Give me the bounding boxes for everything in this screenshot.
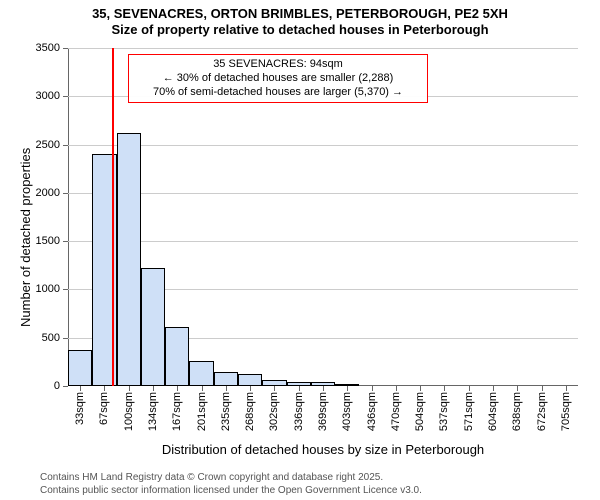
histogram-bar <box>238 374 262 386</box>
x-tick-label: 67sqm <box>98 386 110 425</box>
chart-title-line2: Size of property relative to detached ho… <box>0 22 600 38</box>
grid-line <box>68 241 578 242</box>
histogram-bar <box>117 133 141 386</box>
annotation-line: ← 30% of detached houses are smaller (2,… <box>133 72 423 86</box>
x-tick-label: 167sqm <box>171 386 183 431</box>
y-tick-label: 1000 <box>36 283 68 295</box>
x-tick-label: 504sqm <box>414 386 426 431</box>
x-tick-label: 436sqm <box>366 386 378 431</box>
x-tick-label: 100sqm <box>123 386 135 431</box>
x-tick-label: 302sqm <box>268 386 280 431</box>
y-tick-label: 500 <box>42 332 68 344</box>
annotation-line: 70% of semi-detached houses are larger (… <box>133 86 423 100</box>
x-tick-label: 571sqm <box>463 386 475 431</box>
grid-line <box>68 193 578 194</box>
x-tick-label: 134sqm <box>147 386 159 431</box>
annotation-box: 35 SEVENACRES: 94sqm← 30% of detached ho… <box>128 54 428 103</box>
x-tick-label: 604sqm <box>487 386 499 431</box>
x-tick-label: 638sqm <box>511 386 523 431</box>
footer-line1: Contains HM Land Registry data © Crown c… <box>40 472 422 485</box>
histogram-bar <box>141 268 165 386</box>
footer-attribution: Contains HM Land Registry data © Crown c… <box>40 472 422 497</box>
y-tick-label: 2500 <box>36 139 68 151</box>
figure: 35, SEVENACRES, ORTON BRIMBLES, PETERBOR… <box>0 0 600 500</box>
y-axis-label: Number of detached properties <box>18 148 33 327</box>
histogram-bar <box>189 361 213 386</box>
y-tick-label: 0 <box>54 380 68 392</box>
plot-area: 050010001500200025003000350033sqm67sqm10… <box>68 48 578 386</box>
y-tick-label: 2000 <box>36 187 68 199</box>
x-tick-label: 672sqm <box>536 386 548 431</box>
annotation-line: 35 SEVENACRES: 94sqm <box>133 58 423 72</box>
x-tick-label: 537sqm <box>438 386 450 431</box>
y-tick-label: 3000 <box>36 90 68 102</box>
y-tick-label: 1500 <box>36 235 68 247</box>
x-tick-label: 705sqm <box>560 386 572 431</box>
x-tick-label: 369sqm <box>317 386 329 431</box>
histogram-bar <box>214 372 238 386</box>
property-marker-line <box>112 48 114 386</box>
y-tick-label: 3500 <box>36 42 68 54</box>
grid-line <box>68 145 578 146</box>
x-tick-label: 201sqm <box>196 386 208 431</box>
x-tick-label: 235sqm <box>220 386 232 431</box>
x-tick-label: 470sqm <box>390 386 402 431</box>
x-tick-label: 403sqm <box>341 386 353 431</box>
x-tick-label: 336sqm <box>293 386 305 431</box>
x-axis-label: Distribution of detached houses by size … <box>68 442 578 457</box>
x-tick-label: 33sqm <box>74 386 86 425</box>
footer-line2: Contains public sector information licen… <box>40 485 422 498</box>
chart-title: 35, SEVENACRES, ORTON BRIMBLES, PETERBOR… <box>0 6 600 39</box>
chart-title-line1: 35, SEVENACRES, ORTON BRIMBLES, PETERBOR… <box>0 6 600 22</box>
grid-line <box>68 48 578 49</box>
histogram-bar <box>165 327 189 386</box>
x-tick-label: 268sqm <box>244 386 256 431</box>
histogram-bar <box>68 350 92 386</box>
